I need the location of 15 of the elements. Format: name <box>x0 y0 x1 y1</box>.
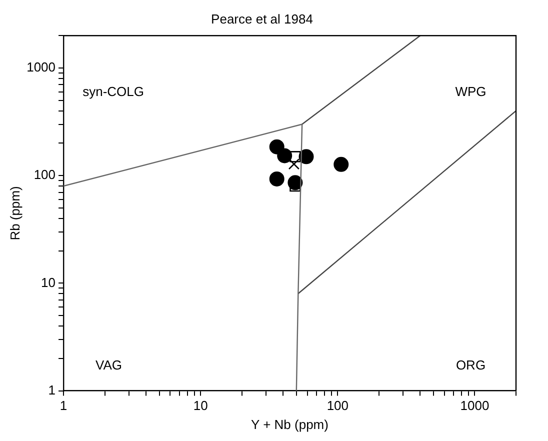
y-tick-label: 100 <box>34 167 56 182</box>
annotation: syn-COLG <box>82 84 144 100</box>
y-axis-title: Rb (ppm) <box>7 186 22 240</box>
y-tick-label: 10 <box>41 274 56 290</box>
x-tick-label: 1000 <box>460 398 490 414</box>
x-tick-label: 10 <box>193 398 208 414</box>
x-tick-label: 1 <box>60 398 68 414</box>
x-tick-label: 100 <box>326 398 349 414</box>
annotation: ORG <box>456 358 486 373</box>
y-tick-label: 1000 <box>26 60 56 75</box>
y-tick-label: 1 <box>48 382 56 398</box>
annotation: VAG <box>96 358 122 373</box>
x-axis-title: Y + Nb (ppm) <box>251 416 328 432</box>
chart-title: Pearce et al 1984 <box>211 11 313 26</box>
annotation: WPG <box>455 84 486 100</box>
